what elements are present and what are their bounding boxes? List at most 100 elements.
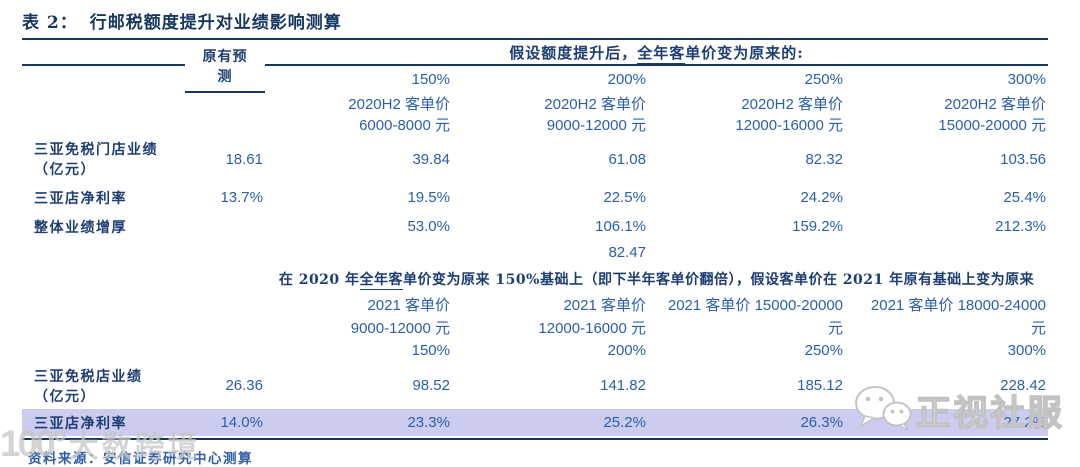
col-250-2021-sub2: 元 bbox=[827, 320, 843, 337]
scenario-spanning-header: 假设额度提升后，全年客单价变为原来的: bbox=[265, 40, 1049, 66]
pct-300: 300% bbox=[1007, 70, 1047, 88]
row-2020-net-margin: 三亚店净利率 13.7% 19.5% 22.5% 24.2% 25.4% bbox=[22, 183, 1048, 212]
value-200: 106.1% bbox=[595, 218, 646, 235]
value-150: 23.3% bbox=[265, 409, 452, 436]
orig-forecast-line1: 原有预 bbox=[202, 48, 248, 65]
col-300-sub2: 15000-20000 元 bbox=[938, 117, 1047, 134]
value-250: 159.2% bbox=[792, 218, 843, 235]
empty-cell bbox=[185, 339, 265, 362]
row-label: 三亚店净利率 bbox=[22, 409, 185, 436]
value-300: 27.2% bbox=[845, 409, 1049, 436]
empty-cell bbox=[185, 114, 265, 135]
pct-2021-200: 200% bbox=[607, 342, 646, 359]
value-200: 22.5% bbox=[603, 189, 646, 206]
value-150: 19.5% bbox=[407, 189, 450, 206]
orig-value bbox=[185, 212, 265, 241]
empty-cell bbox=[22, 65, 185, 92]
value-250: 24.2% bbox=[800, 189, 843, 206]
pct-150: 150% bbox=[411, 70, 450, 88]
empty-cell bbox=[22, 241, 185, 264]
col-200-sub1: 2020H2 客单价 bbox=[544, 95, 646, 113]
orig-value: 18.61 bbox=[225, 150, 263, 168]
row-single-value: 82.47 bbox=[22, 241, 1048, 264]
scenario-header-suffix: 单价变为原来的: bbox=[685, 43, 804, 62]
orig-forecast-line2: 测 bbox=[217, 68, 233, 85]
col-150-2021-sub1: 2021 客单价 bbox=[367, 297, 450, 314]
empty-cell bbox=[185, 241, 265, 264]
value-200: 25.2% bbox=[452, 409, 648, 436]
empty-cell bbox=[22, 264, 185, 293]
row-label: 三亚店净利率 bbox=[34, 190, 127, 207]
value-300: 103.56 bbox=[1000, 150, 1047, 168]
col-300-2021-sub2: 元 bbox=[1031, 320, 1047, 337]
col-300-2021-sub1: 2021 客单价 18000-24000 bbox=[870, 297, 1047, 314]
title-rule bbox=[22, 38, 1048, 40]
col-150-sub1: 2020H2 客单价 bbox=[348, 95, 450, 113]
pct-2021-150: 150% bbox=[411, 342, 450, 359]
corner-cell bbox=[22, 40, 185, 66]
scenario-header-prefix: 假设额度提升后， bbox=[509, 43, 638, 62]
value-150: 53.0% bbox=[407, 218, 450, 235]
orig-forecast-header: 原有预 测 bbox=[185, 40, 265, 93]
row-2020-store-performance: 三亚免税门店业绩 （亿元） 18.61 39.84 61.08 82.32 10… bbox=[22, 135, 1048, 183]
col-200-2021-sub1: 2021 客单价 bbox=[563, 297, 646, 314]
table-title: 表 2： 行邮税额度提升对业绩影响测算 bbox=[22, 8, 1048, 33]
pct-row-2021: 150% 200% 250% 300% bbox=[22, 339, 1048, 362]
note-underlined: 全年客 bbox=[359, 271, 404, 290]
table-number: 表 2： bbox=[22, 13, 78, 33]
value-200: 141.82 bbox=[600, 377, 646, 394]
empty-cell bbox=[845, 241, 1048, 264]
pct-row-2020: 150% 200% 250% 300% bbox=[22, 65, 1048, 92]
empty-cell bbox=[22, 339, 185, 362]
subheader-2020-line1: 2020H2 客单价 2020H2 客单价 2020H2 客单价 2020H2 … bbox=[22, 92, 1048, 114]
assumption-note: 在 2020 年全年客单价变为原来 150%基础上（即下半年客单价翻倍），假设客… bbox=[265, 264, 1048, 293]
value-300: 228.42 bbox=[1000, 377, 1047, 394]
row-2021-net-margin-highlighted: 三亚店净利率 14.0% 23.3% 25.2% 26.3% 27.2% bbox=[22, 409, 1049, 436]
orig-value: 26.36 bbox=[225, 377, 263, 394]
source-note: 资料来源：安信证券研究中心测算 bbox=[28, 451, 253, 467]
value-250: 185.12 bbox=[797, 377, 843, 394]
value-250: 82.32 bbox=[805, 150, 843, 168]
col-250-sub2: 12000-16000 元 bbox=[735, 117, 843, 134]
value-300: 212.3% bbox=[995, 218, 1047, 235]
empty-cell bbox=[648, 241, 845, 264]
note-prefix: 在 2020 年 bbox=[278, 271, 360, 288]
empty-cell bbox=[22, 92, 185, 114]
row-label: 整体业绩增厚 bbox=[34, 219, 127, 236]
bottom-rule bbox=[22, 438, 1048, 440]
empty-cell bbox=[185, 316, 265, 339]
empty-cell bbox=[265, 241, 452, 264]
value-300: 25.4% bbox=[1003, 189, 1047, 206]
row-label: 三亚免税店业绩 （亿元） bbox=[34, 368, 143, 405]
subheader-2020-line2: 6000-8000 元 9000-12000 元 12000-16000 元 1… bbox=[22, 114, 1048, 135]
value-150: 39.84 bbox=[412, 150, 450, 168]
pct-250: 250% bbox=[804, 70, 843, 88]
empty-cell bbox=[185, 92, 265, 114]
value-200: 61.08 bbox=[608, 150, 646, 168]
value-150: 98.52 bbox=[412, 377, 450, 394]
header-row-1: 原有预 测 假设额度提升后，全年客单价变为原来的: bbox=[22, 40, 1049, 93]
row-overall-uplift: 整体业绩增厚 53.0% 106.1% 159.2% 212.3% bbox=[22, 212, 1048, 241]
row-label: 三亚免税门店业绩 （亿元） bbox=[34, 142, 158, 178]
col-250-sub1: 2020H2 客单价 bbox=[741, 95, 843, 113]
col-150-2021-sub2: 9000-12000 元 bbox=[350, 320, 450, 337]
col-250-2021-sub1: 2021 客单价 15000-20000 bbox=[667, 297, 843, 314]
orig-value: 14.0% bbox=[185, 409, 265, 436]
pct-2021-250: 250% bbox=[804, 342, 843, 359]
subheader-2021-line1: 2021 客单价 2021 客单价 2021 客单价 15000-20000 2… bbox=[22, 293, 1048, 316]
subheader-2021-line2: 9000-12000 元 12000-16000 元 元 元 bbox=[22, 316, 1048, 339]
row-2021-assumption-note: 在 2020 年全年客单价变为原来 150%基础上（即下半年客单价翻倍），假设客… bbox=[22, 264, 1048, 293]
empty-cell bbox=[185, 264, 265, 293]
scenario-header-underlined: 全年客 bbox=[637, 43, 686, 63]
col-150-sub2: 6000-8000 元 bbox=[359, 117, 450, 134]
value-250: 26.3% bbox=[648, 409, 845, 436]
empty-cell bbox=[22, 293, 185, 316]
sensitivity-table: 原有预 测 假设额度提升后，全年客单价变为原来的: 150% 200% 250%… bbox=[22, 40, 1049, 436]
empty-cell bbox=[22, 114, 185, 135]
col-200-sub2: 9000-12000 元 bbox=[546, 117, 646, 134]
orig-value: 13.7% bbox=[220, 189, 263, 206]
empty-cell bbox=[185, 293, 265, 316]
note-suffix: 单价变为原来 150%基础上（即下半年客单价翻倍），假设客单价在 2021 年原… bbox=[403, 271, 1035, 288]
